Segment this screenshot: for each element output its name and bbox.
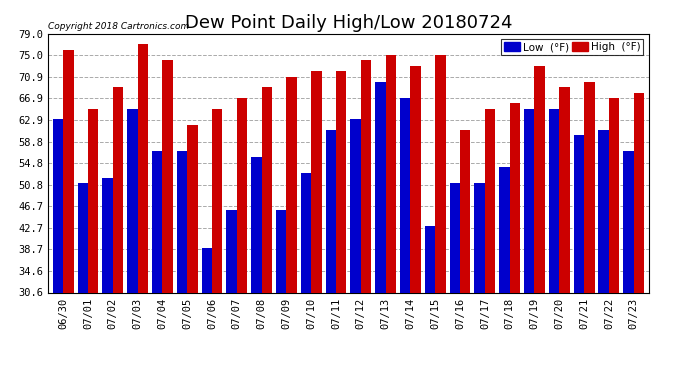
Bar	[549, 109, 560, 292]
Bar	[609, 98, 620, 292]
Bar	[251, 157, 262, 292]
Bar	[77, 183, 88, 292]
Bar	[435, 55, 446, 292]
Bar	[237, 98, 247, 292]
Title: Dew Point Daily High/Low 20180724: Dew Point Daily High/Low 20180724	[185, 14, 512, 32]
Bar	[212, 109, 222, 292]
Bar	[88, 109, 99, 292]
Bar	[450, 183, 460, 292]
Bar	[52, 119, 63, 292]
Bar	[361, 60, 371, 292]
Bar	[535, 66, 545, 292]
Bar	[510, 103, 520, 292]
Bar	[425, 226, 435, 292]
Bar	[598, 130, 609, 292]
Bar	[286, 76, 297, 292]
Legend: Low  (°F), High  (°F): Low (°F), High (°F)	[501, 39, 643, 56]
Bar	[560, 87, 570, 292]
Text: Copyright 2018 Cartronics.com: Copyright 2018 Cartronics.com	[48, 22, 190, 31]
Bar	[351, 119, 361, 292]
Bar	[584, 82, 595, 292]
Bar	[633, 93, 644, 292]
Bar	[187, 124, 197, 292]
Bar	[276, 210, 286, 292]
Bar	[336, 71, 346, 292]
Bar	[137, 45, 148, 292]
Bar	[386, 55, 396, 292]
Bar	[112, 87, 124, 292]
Bar	[524, 109, 535, 292]
Bar	[485, 109, 495, 292]
Bar	[63, 50, 74, 292]
Bar	[162, 60, 172, 292]
Bar	[262, 87, 272, 292]
Bar	[152, 152, 162, 292]
Bar	[623, 152, 633, 292]
Bar	[177, 152, 187, 292]
Bar	[226, 210, 237, 292]
Bar	[311, 71, 322, 292]
Bar	[411, 66, 421, 292]
Bar	[301, 173, 311, 292]
Bar	[375, 82, 386, 292]
Bar	[127, 109, 137, 292]
Bar	[326, 130, 336, 292]
Bar	[475, 183, 485, 292]
Bar	[102, 178, 112, 292]
Bar	[460, 130, 471, 292]
Bar	[500, 167, 510, 292]
Bar	[573, 135, 584, 292]
Bar	[201, 248, 212, 292]
Bar	[400, 98, 411, 292]
